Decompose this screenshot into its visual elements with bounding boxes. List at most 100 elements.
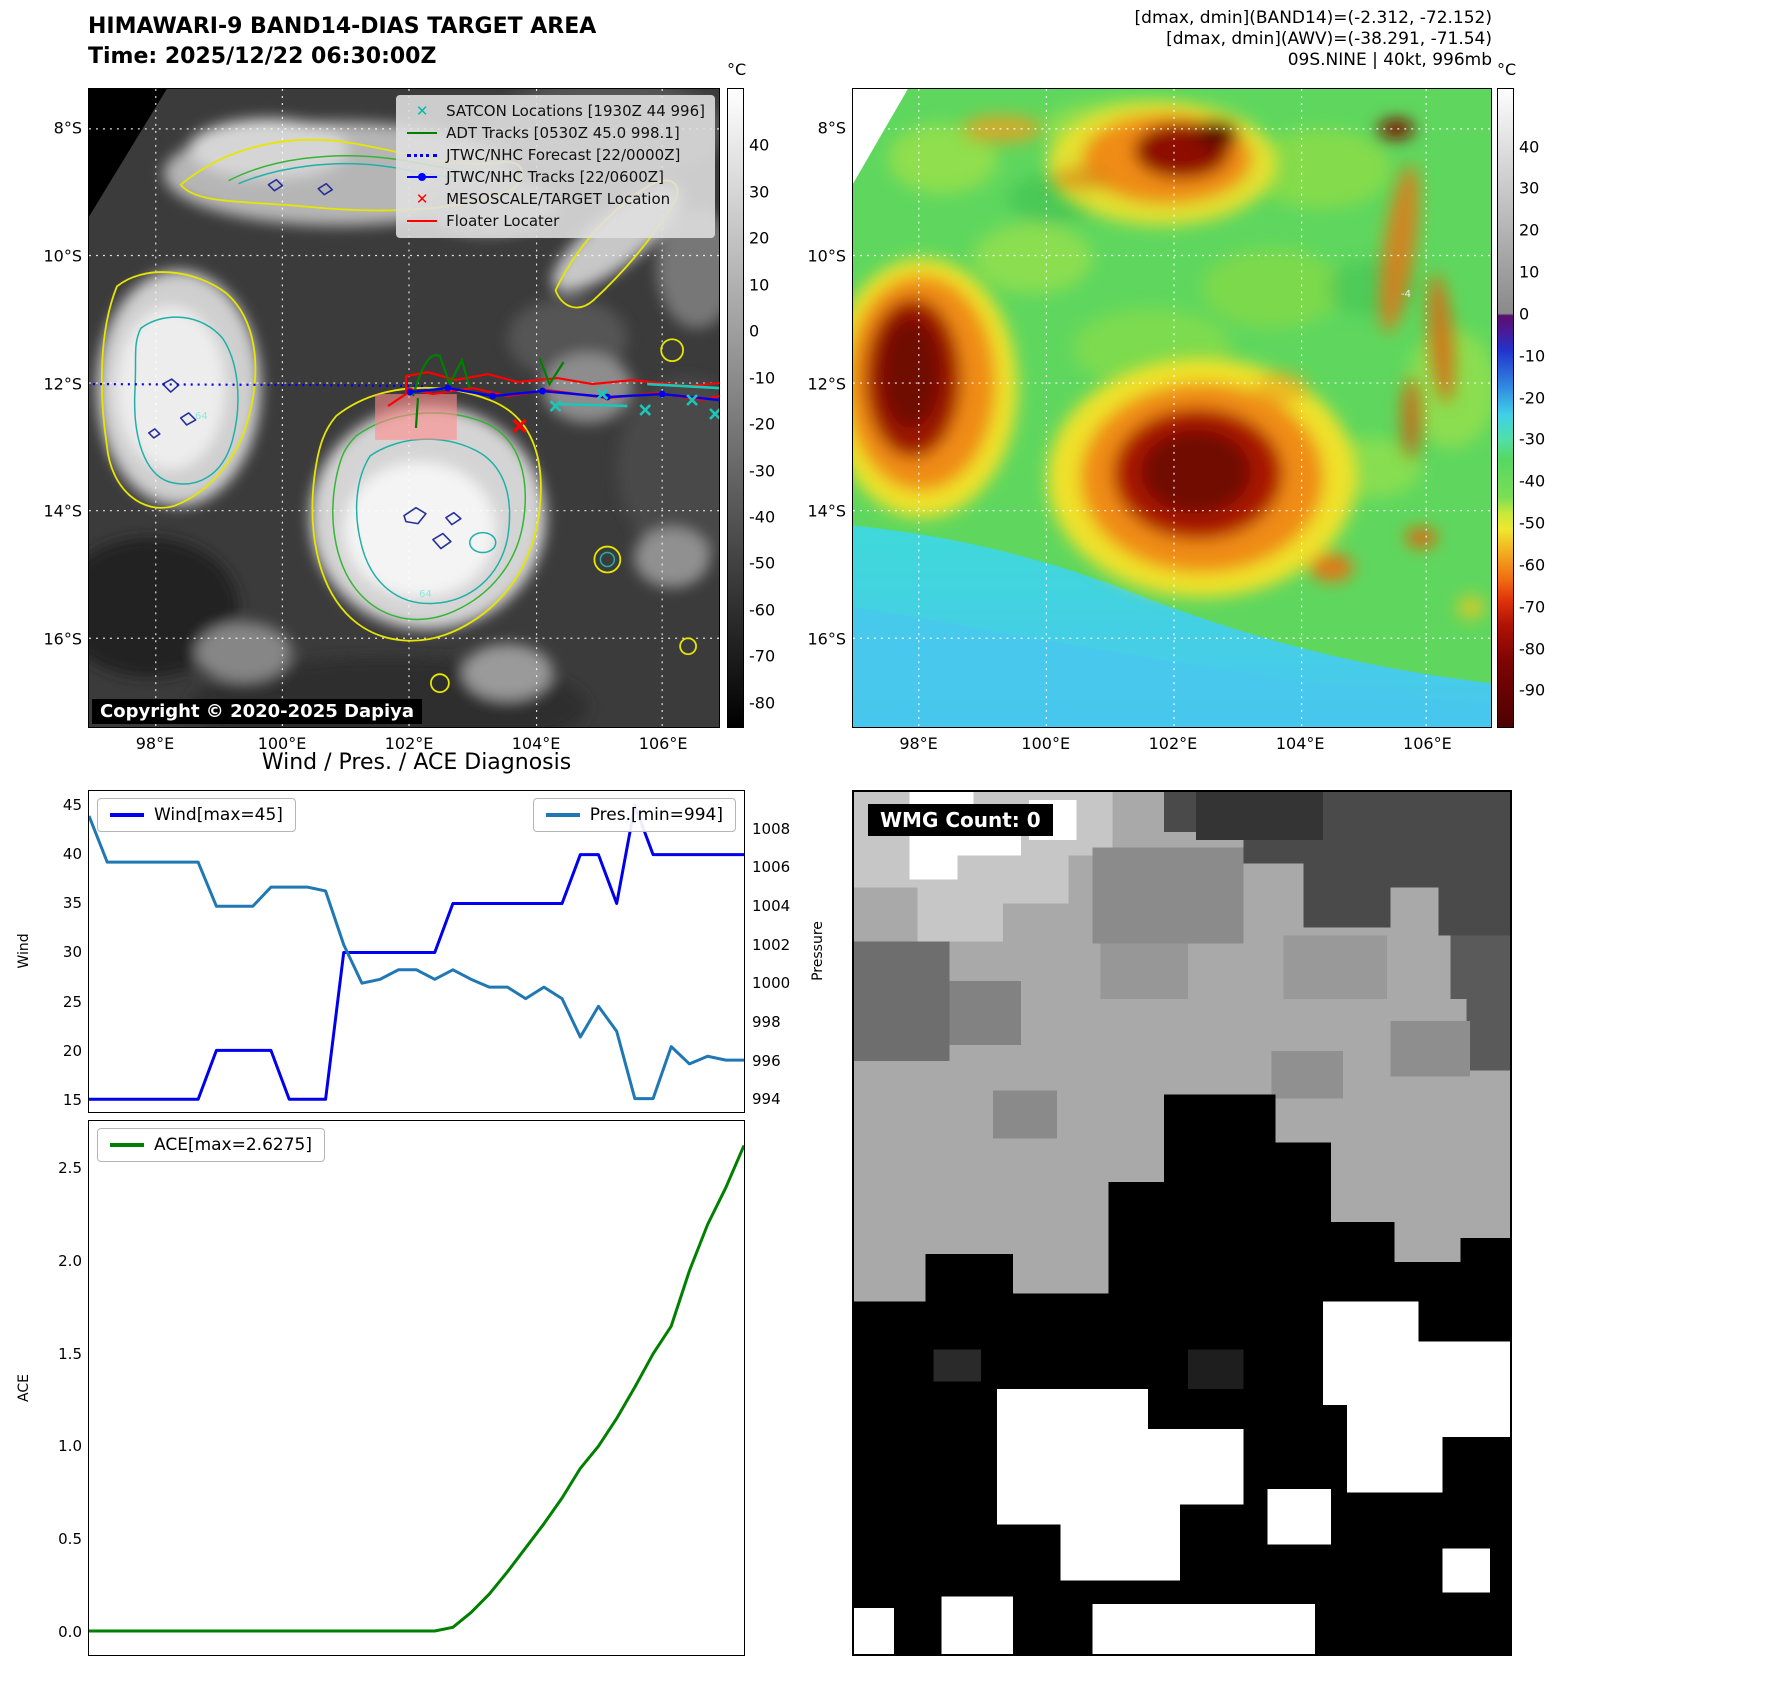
tick-label: -60 xyxy=(1519,555,1546,575)
tick-label: -70 xyxy=(749,646,776,666)
legend-label: MESOSCALE/TARGET Location xyxy=(446,190,671,208)
ace-chart: ACE[max=2.6275] xyxy=(88,1120,745,1656)
tick-label: 1006 xyxy=(752,858,791,877)
dmax-dmin-band14-text: [dmax, dmin](BAND14)=(-2.312, -72.152) xyxy=(1134,8,1492,28)
legend-item-mesoscale: ✕ MESOSCALE/TARGET Location xyxy=(406,190,705,208)
tick-label: -50 xyxy=(1519,513,1546,533)
adt-line-icon xyxy=(407,132,438,134)
wind-legend-label: Wind[max=45] xyxy=(154,805,283,825)
legend-label: ADT Tracks [0530Z 45.0 998.1] xyxy=(446,124,680,142)
band14-colorbar xyxy=(727,88,744,728)
tick-label: 12°S xyxy=(807,374,846,394)
tick-label: -60 xyxy=(749,600,776,620)
wind-legend: Wind[max=45] xyxy=(97,798,296,832)
tick-label: 16°S xyxy=(43,629,82,649)
tick-label: -80 xyxy=(1519,639,1546,659)
ace-axis-label: ACE xyxy=(16,1374,32,1402)
band14-subtitle: Time: 2025/12/22 06:30:00Z xyxy=(88,44,437,69)
pressure-legend-label: Pres.[min=994] xyxy=(589,805,723,825)
band14-map-legend: ✕ SATCON Locations [1930Z 44 996] ADT Tr… xyxy=(396,95,715,238)
band14-title: HIMAWARI-9 BAND14-DIAS TARGET AREA xyxy=(88,14,597,39)
ace-line-icon xyxy=(110,1143,144,1147)
awv-colorbar-unit: °C xyxy=(1497,60,1517,79)
tick-label: -80 xyxy=(749,693,776,713)
tick-label: -70 xyxy=(1519,597,1546,617)
storm-tracks xyxy=(92,354,719,434)
tick-label: 2.0 xyxy=(58,1251,82,1270)
satcon-x-icon: ✕ xyxy=(415,101,429,120)
legend-item-forecast: JTWC/NHC Forecast [22/0000Z] xyxy=(406,146,705,164)
storm-status-text: 09S.NINE | 40kt, 996mb xyxy=(1287,50,1492,70)
tick-label: -10 xyxy=(749,368,776,388)
tick-label: 106°E xyxy=(638,734,688,753)
tick-label: 40 xyxy=(749,135,770,155)
contour-value-label: 64 xyxy=(195,411,208,422)
tick-label: -10 xyxy=(1519,346,1546,366)
tick-label: 14°S xyxy=(43,501,82,521)
tick-label: 45 xyxy=(62,795,82,814)
diagnosis-title: Wind / Pres. / ACE Diagnosis xyxy=(261,750,572,775)
ace-series xyxy=(89,1144,744,1633)
wmg-count-label: WMG Count: 0 xyxy=(868,804,1053,836)
tick-label: -20 xyxy=(749,414,776,434)
tick-label: 25 xyxy=(62,992,82,1011)
tick-label: 106°E xyxy=(1403,734,1452,753)
tick-label: 102°E xyxy=(384,734,434,753)
legend-label: SATCON Locations [1930Z 44 996] xyxy=(446,102,705,120)
tick-label: 98°E xyxy=(899,734,938,753)
tick-label: 2.5 xyxy=(58,1159,82,1178)
tick-label: 20 xyxy=(1519,220,1540,240)
awv-lon-axis: 98°E 100°E 102°E 104°E 106°E xyxy=(852,734,1492,756)
wind-line-icon xyxy=(110,813,144,817)
pressure-legend: Pres.[min=994] xyxy=(532,798,736,832)
tick-label: -40 xyxy=(749,507,776,527)
tick-label: 1000 xyxy=(752,974,791,993)
legend-label: Floater Locater xyxy=(446,212,560,230)
tick-label: -90 xyxy=(1519,680,1546,700)
adt-track xyxy=(411,354,565,429)
contour-value-label: -4 xyxy=(1401,289,1411,300)
tick-label: 998 xyxy=(752,1013,781,1032)
wmg-mask-art xyxy=(854,792,1510,1654)
band14-colorbar-unit: °C xyxy=(727,60,747,79)
tick-label: 15 xyxy=(62,1091,82,1110)
forecast-dotted-line-icon xyxy=(407,153,438,157)
tick-label: 1002 xyxy=(752,935,791,954)
legend-item-jtwc: JTWC/NHC Tracks [22/0600Z] xyxy=(406,168,705,186)
copyright-label: Copyright © 2020-2025 Dapiya xyxy=(92,699,423,724)
ace-legend: ACE[max=2.6275] xyxy=(97,1128,325,1162)
pressure-axis-ticks: 1008 1006 1004 1002 1000 998 996 994 xyxy=(752,790,802,1113)
wmg-panel: WMG Count: 0 xyxy=(852,790,1512,1656)
pressure-line-icon xyxy=(545,813,580,817)
tick-label: 30 xyxy=(62,943,82,962)
band14-lat-axis: 8°S 10°S 12°S 14°S 16°S xyxy=(38,88,82,728)
mesoscale-marker xyxy=(512,418,527,434)
tick-label: 0 xyxy=(749,321,760,341)
tick-label: 104°E xyxy=(511,734,561,753)
tick-label: -50 xyxy=(749,553,776,573)
tick-label: 10 xyxy=(749,275,770,295)
legend-item-adt: ADT Tracks [0530Z 45.0 998.1] xyxy=(406,124,705,142)
tick-label: 10°S xyxy=(807,246,846,266)
wind-axis-ticks: 45 40 35 30 25 20 15 xyxy=(40,790,82,1113)
tick-label: 0.5 xyxy=(58,1530,82,1549)
pressure-axis-label: Pressure xyxy=(810,921,826,981)
grid-lines xyxy=(853,89,1491,727)
tick-label: 100°E xyxy=(257,734,307,753)
tick-label: 40 xyxy=(62,845,82,863)
tick-label: 1008 xyxy=(752,819,791,838)
tick-label: 104°E xyxy=(1275,734,1325,753)
awv-map: -4 xyxy=(852,88,1492,728)
tick-label: 20 xyxy=(749,228,770,248)
tick-label: 40 xyxy=(1519,137,1540,157)
satcon-markers xyxy=(549,382,719,420)
jtwc-line-dot-icon xyxy=(407,173,438,181)
tick-label: 102°E xyxy=(1148,734,1198,753)
contour-value-label: 64 xyxy=(419,589,432,600)
tick-label: -30 xyxy=(749,461,776,480)
mesoscale-x-icon: ✕ xyxy=(415,189,429,208)
dmax-dmin-awv-text: [dmax, dmin](AWV)=(-38.291, -71.54) xyxy=(1166,29,1492,49)
tick-label: 0 xyxy=(1519,304,1530,324)
tick-label: 1.5 xyxy=(58,1344,82,1363)
